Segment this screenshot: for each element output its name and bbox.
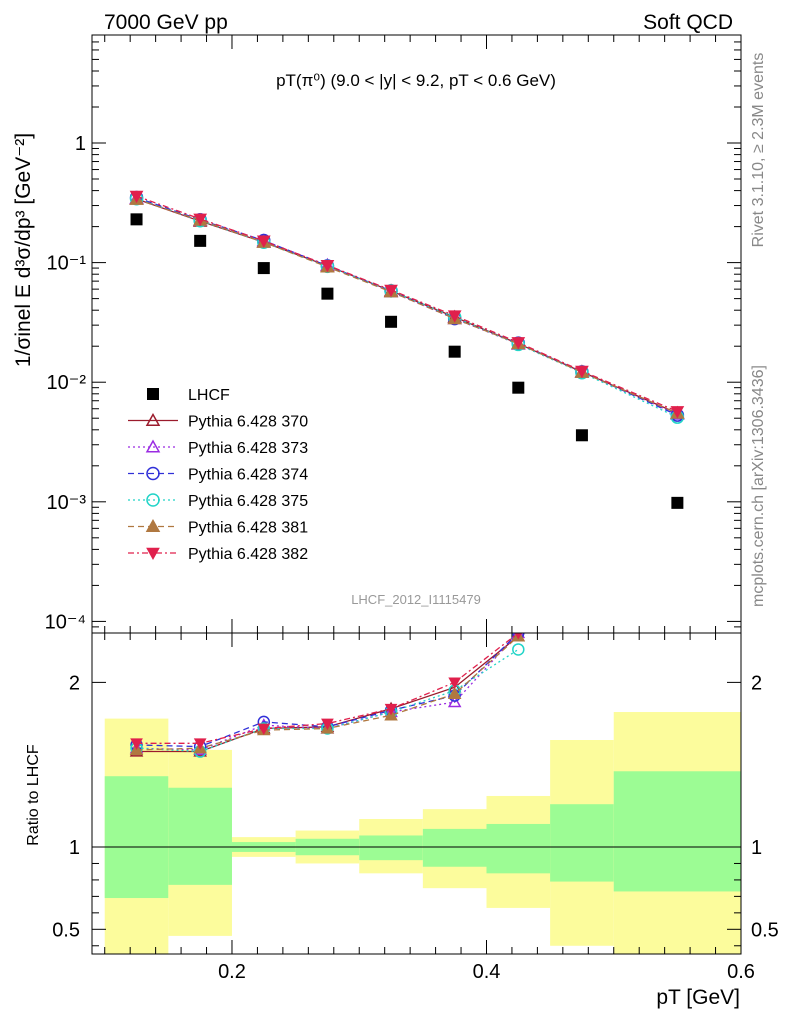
data-point bbox=[145, 412, 161, 427]
ratio-y-label: Ratio to LHCF bbox=[25, 744, 42, 846]
main-title: pT(π⁰) (9.0 < |y| < 9.2, pT < 0.6 GeV) bbox=[276, 71, 556, 90]
data-point bbox=[321, 718, 334, 731]
data-point bbox=[130, 213, 143, 226]
data-point bbox=[130, 738, 143, 750]
legend-label: Pythia 6.428 370 bbox=[188, 414, 308, 431]
x-tick-label: 0.4 bbox=[473, 961, 501, 983]
data-point bbox=[145, 439, 161, 453]
ratio-y-tick-label: 1 bbox=[751, 837, 762, 859]
ratio-line bbox=[136, 648, 519, 753]
x-tick-label: 0.6 bbox=[727, 961, 755, 983]
data-point bbox=[256, 235, 271, 248]
data-point bbox=[447, 310, 462, 323]
y-tick-label: 10⁻⁴ bbox=[45, 611, 86, 633]
ratio-series bbox=[129, 633, 526, 758]
data-point bbox=[447, 695, 462, 708]
data-point bbox=[146, 547, 160, 561]
data-point bbox=[447, 686, 462, 700]
main-y-ticks: 10⁻⁴ 10⁻³ 10⁻² 10⁻¹ 1 bbox=[45, 34, 742, 634]
data-point bbox=[194, 234, 207, 247]
legend-label: Pythia 6.428 381 bbox=[188, 520, 308, 537]
band-1sigma bbox=[168, 787, 232, 885]
band-1sigma bbox=[422, 828, 487, 867]
legend-label: Pythia 6.428 374 bbox=[188, 467, 308, 484]
ratio-y-tick-label: 0.5 bbox=[751, 919, 779, 941]
legend-label: Pythia 6.428 375 bbox=[188, 493, 308, 510]
series-line bbox=[136, 197, 678, 415]
data-point bbox=[448, 677, 462, 689]
band-1sigma bbox=[613, 771, 741, 892]
legend-label: LHCF bbox=[188, 387, 230, 404]
ratio-frame bbox=[91, 632, 742, 955]
data-point bbox=[670, 406, 685, 419]
legend-label: Pythia 6.428 382 bbox=[188, 546, 308, 563]
ratio-y-tick-label: 1 bbox=[69, 837, 80, 859]
legend-label: Pythia 6.428 373 bbox=[188, 440, 308, 457]
data-point bbox=[514, 633, 522, 640]
series-line bbox=[136, 196, 678, 416]
data-point bbox=[193, 738, 207, 750]
side-label-top: Rivet 3.1.10, ≥ 2.3M events bbox=[750, 53, 767, 248]
band-1sigma bbox=[486, 823, 551, 874]
legend: LHCF Pythia 6.428 370 Pythia 6.428 373 Pyth… bbox=[128, 387, 308, 563]
ratio-y-tick-label: 0.5 bbox=[52, 919, 80, 941]
data-point bbox=[129, 190, 144, 204]
band-1sigma bbox=[104, 776, 169, 899]
main-plot: 10⁻⁴ 10⁻³ 10⁻² 10⁻¹ 1 LHCF_2012_I1115479 LHC… bbox=[12, 34, 742, 634]
data-point bbox=[448, 345, 461, 358]
ratio-bands bbox=[92, 712, 741, 954]
data-point bbox=[384, 284, 398, 298]
data-point bbox=[145, 518, 161, 533]
main-series bbox=[129, 190, 685, 509]
series-line bbox=[136, 198, 678, 418]
x-axis-label: pT [GeV] bbox=[656, 986, 740, 1009]
y-tick-label: 10⁻¹ bbox=[47, 253, 87, 275]
main-frame bbox=[91, 34, 742, 634]
data-point bbox=[512, 643, 525, 656]
chart-watermark: LHCF_2012_I1115479 bbox=[351, 592, 481, 607]
x-tick-label: 0.2 bbox=[218, 961, 246, 983]
band-1sigma bbox=[359, 835, 423, 861]
header-right: Soft QCD bbox=[643, 11, 733, 34]
y-tick-label: 10⁻² bbox=[47, 372, 87, 394]
data-point bbox=[512, 381, 525, 394]
ratio-series-group bbox=[129, 633, 526, 758]
data-point bbox=[321, 287, 334, 300]
band-1sigma bbox=[550, 804, 614, 882]
data-point bbox=[146, 466, 160, 481]
data-point bbox=[671, 496, 684, 509]
data-point bbox=[193, 213, 208, 226]
ratio-y-tick-label: 2 bbox=[751, 672, 762, 694]
ratio-plot: 0.5 0.5 1 1 2 2 0.2 0.4 0.6 Ratio to LHCF pT [Ge… bbox=[25, 632, 779, 1009]
data-point bbox=[147, 388, 159, 400]
data-point bbox=[575, 365, 589, 379]
y-tick-label: 1 bbox=[75, 133, 86, 155]
data-point bbox=[146, 493, 160, 507]
data-point bbox=[385, 315, 398, 328]
data-point bbox=[384, 703, 398, 716]
ratio-ticks: 0.5 0.5 1 1 2 2 0.2 0.4 0.6 bbox=[52, 633, 779, 983]
series-line bbox=[136, 198, 678, 414]
main-y-label: 1/σinel E d³σ/dp³ [GeV⁻²] bbox=[12, 133, 35, 367]
data-point bbox=[511, 337, 526, 350]
series-line bbox=[136, 198, 678, 414]
data-point bbox=[257, 723, 271, 736]
data-point bbox=[320, 259, 335, 273]
data-point bbox=[575, 429, 588, 442]
ratio-y-tick-label: 2 bbox=[69, 672, 80, 694]
data-point bbox=[257, 262, 270, 275]
side-label-bottom: mcplots.cern.ch [arXiv:1306.3436] bbox=[750, 365, 767, 607]
y-tick-label: 10⁻³ bbox=[47, 492, 87, 514]
header-left: 7000 GeV pp bbox=[104, 11, 228, 34]
